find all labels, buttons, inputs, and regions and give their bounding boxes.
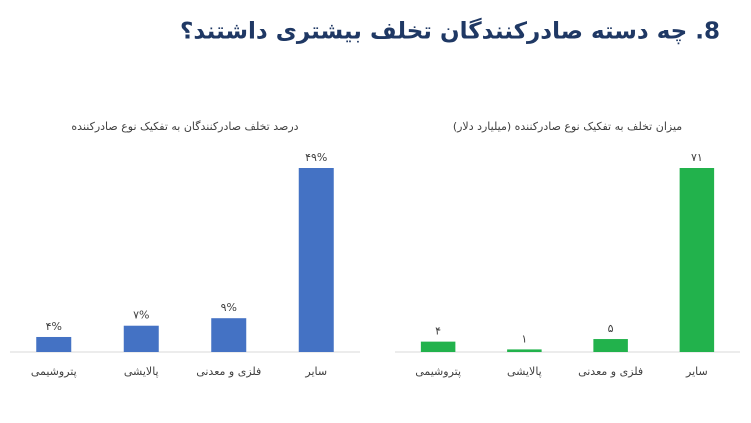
value-label: ۵ — [608, 322, 614, 335]
bar — [211, 318, 247, 352]
x-tick-label: سایر — [685, 365, 708, 378]
value-label: ۴ — [435, 325, 441, 338]
bar — [123, 325, 159, 352]
bar — [593, 339, 628, 352]
bar — [420, 341, 456, 352]
x-tick-label: فلزی و معدنی — [578, 365, 643, 378]
bar — [36, 336, 72, 352]
x-tick-label: پالایشی — [124, 365, 159, 378]
x-tick-label: پتروشیمی — [415, 365, 461, 378]
value-label: ۹% — [221, 301, 237, 314]
bar — [298, 168, 334, 352]
value-label: ۴% — [46, 320, 62, 333]
bar — [507, 349, 542, 352]
value-label: ۷% — [133, 309, 149, 322]
x-tick-label: فلزی و معدنی — [196, 365, 261, 378]
x-tick-label: پتروشیمی — [31, 365, 77, 378]
x-tick-label: پالایشی — [507, 365, 542, 378]
page-title: 8. چه دسته صادرکنندگان تخلف بیشتری داشتن… — [180, 18, 720, 45]
x-tick-label: سایر — [304, 365, 327, 378]
value-label: ۷۱ — [691, 151, 703, 164]
bar — [679, 168, 715, 352]
value-label: ۴۹% — [305, 151, 327, 164]
chart-title: درصد تخلف صادرکنندگان به تفکیک نوع صادرک… — [71, 120, 298, 133]
chart-title: میزان تخلف به تفکیک نوع صادرکننده (میلیا… — [453, 120, 682, 133]
value-label: ۱ — [521, 332, 527, 345]
